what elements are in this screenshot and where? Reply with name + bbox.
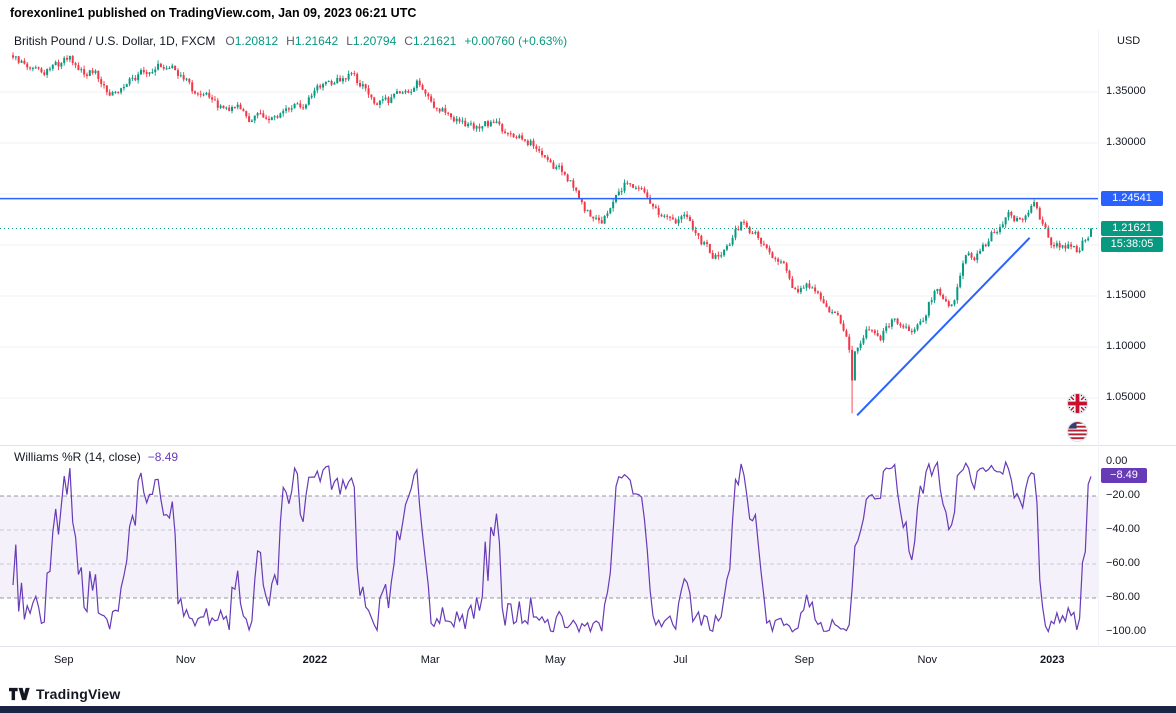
ohlc-open-key: O	[225, 34, 235, 48]
time-axis: Sep Nov 2022 Mar May Jul Sep Nov 2023	[0, 647, 1098, 673]
axis-tick-label: 1.15000	[1106, 289, 1146, 301]
tradingview-footer[interactable]: TradingView	[9, 684, 120, 704]
time-axis-label: Sep	[794, 654, 815, 666]
williams-pane: Williams %R (14, close) −8.49	[0, 446, 1098, 646]
time-axis-label: 2023	[1040, 654, 1065, 666]
ohlc-high-value: 1.21642	[294, 34, 339, 48]
price-axis: USD 1.24541 1.21621 15:38:05 −8.49 1.350…	[1098, 30, 1176, 647]
axis-tick-label: 1.30000	[1106, 136, 1146, 148]
pane-separator	[0, 445, 1176, 446]
indicator-value: −8.49	[147, 450, 179, 464]
ohlc-low-value: 1.20794	[352, 34, 397, 48]
indicator-legend: Williams %R (14, close) −8.49	[14, 450, 178, 464]
time-axis-label: Jul	[673, 654, 688, 666]
symbol-title: British Pound / U.S. Dollar, 1D, FXCM	[14, 34, 216, 48]
axis-tick-label: −40.00	[1106, 523, 1140, 535]
axis-tick-label: 0.00	[1106, 455, 1128, 467]
change-value: +0.00760 (+0.63%)	[464, 34, 568, 48]
tradingview-brand[interactable]: TradingView	[36, 686, 121, 702]
wr-chart-svg	[0, 460, 1098, 634]
ohlc-open-value: 1.20812	[234, 34, 279, 48]
price-pane: British Pound / U.S. Dollar, 1D, FXCM O1.…	[0, 30, 1098, 445]
indicator-title: Williams %R (14, close)	[14, 450, 141, 464]
ohlc-low-key: L	[346, 34, 353, 48]
axis-tick-label: 1.05000	[1106, 391, 1146, 403]
axis-tick-label: −60.00	[1106, 557, 1140, 569]
wr-value-label: −8.49	[1101, 468, 1147, 483]
axis-tick-label: −80.00	[1106, 591, 1140, 603]
axis-tick-label: 1.10000	[1106, 340, 1146, 352]
time-axis-separator	[0, 646, 1176, 647]
time-axis-label: May	[544, 654, 566, 666]
price-chart-svg	[0, 52, 1098, 417]
time-axis-label: Nov	[175, 654, 196, 666]
tradingview-logo-icon[interactable]	[9, 687, 30, 701]
time-axis-label: Nov	[917, 654, 937, 666]
publish-caption: forexonline1 published on TradingView.co…	[10, 6, 417, 20]
ohlc-close-key: C	[404, 34, 413, 48]
resistance-price-label: 1.24541	[1101, 191, 1163, 206]
axis-tick-label: −100.00	[1106, 625, 1147, 637]
time-axis-label: 2022	[302, 654, 328, 666]
axis-currency-label: USD	[1117, 35, 1141, 47]
time-axis-label: Mar	[420, 654, 440, 666]
countdown-label: 15:38:05	[1101, 237, 1163, 252]
ohlc-close-value: 1.21621	[412, 34, 457, 48]
axis-tick-label: −20.00	[1106, 489, 1140, 501]
symbol-legend: British Pound / U.S. Dollar, 1D, FXCM O1.…	[14, 34, 567, 48]
usd-flag-icon	[1066, 420, 1089, 443]
last-price-label: 1.21621	[1101, 221, 1163, 236]
ohlc-high-key: H	[286, 34, 295, 48]
gbp-flag-icon	[1066, 392, 1089, 415]
bottom-bar	[0, 706, 1176, 713]
time-axis-label: Sep	[53, 654, 74, 666]
axis-tick-label: 1.35000	[1106, 85, 1146, 97]
